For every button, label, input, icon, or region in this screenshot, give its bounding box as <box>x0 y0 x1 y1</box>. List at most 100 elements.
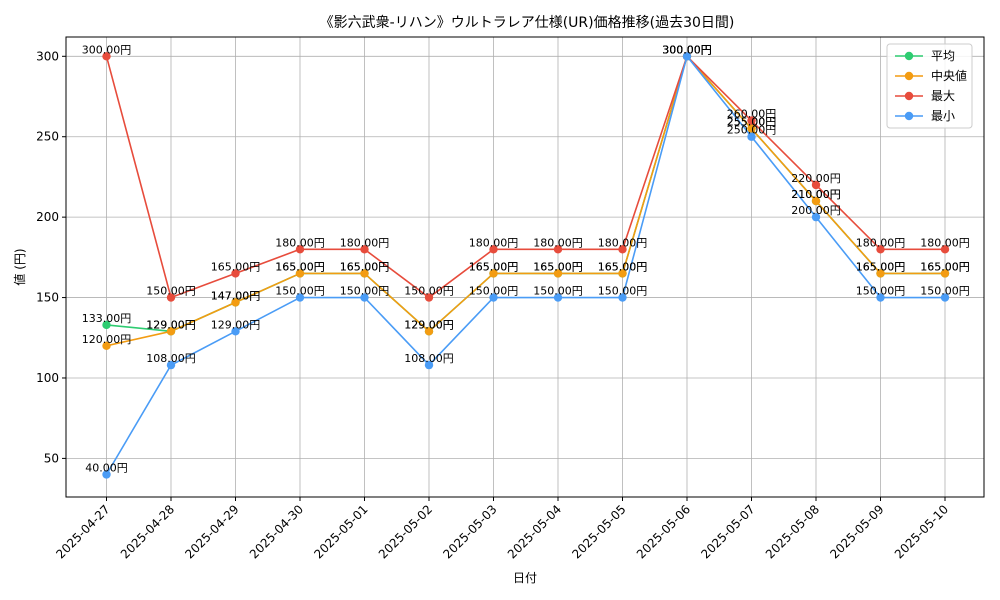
data-point <box>747 132 756 141</box>
data-point <box>553 245 563 254</box>
data-point <box>424 360 434 370</box>
data-label: 165.00円 <box>275 260 325 273</box>
data-label: 120.00円 <box>82 333 132 346</box>
data-point <box>618 245 627 254</box>
data-point <box>553 293 563 302</box>
legend-marker <box>904 71 914 81</box>
series-layer <box>102 52 950 479</box>
data-label: 129.00円 <box>404 318 454 331</box>
data-label: 129.00円 <box>146 318 196 331</box>
data-label: 150.00円 <box>533 285 583 298</box>
legend-marker <box>904 111 914 121</box>
data-label: 250.00円 <box>727 124 777 137</box>
data-point <box>747 116 756 125</box>
data-point <box>360 293 369 302</box>
data-point <box>360 245 369 254</box>
data-point <box>747 124 756 133</box>
data-label: 150.00円 <box>340 285 390 298</box>
data-point <box>811 212 821 222</box>
data-labels: 133.00円 129.00円 147.00円 165.00円 165.00円 129.0… <box>82 43 970 474</box>
data-label: 165.00円 <box>533 260 583 273</box>
data-point <box>940 293 950 302</box>
data-label: 165.00円 <box>920 260 970 273</box>
data-label: 300.00円 <box>662 43 712 56</box>
data-point <box>166 293 176 302</box>
series-line <box>105 55 945 475</box>
data-point <box>682 52 692 61</box>
data-label: 150.00円 <box>920 285 970 298</box>
legend-label: 平均 <box>931 49 955 63</box>
data-label: 165.00円 <box>598 260 648 273</box>
data-label: 150.00円 <box>598 285 648 298</box>
data-point <box>102 320 111 330</box>
data-point <box>940 245 950 254</box>
data-label: 180.00円 <box>469 236 519 249</box>
y-tick-label: 50 <box>44 451 59 465</box>
legend-label: 中央値 <box>931 68 967 83</box>
data-label: 129.00円 <box>211 318 261 331</box>
legend-box <box>886 43 973 129</box>
data-label: 150.00円 <box>404 285 454 298</box>
data-label: 147.00円 <box>211 289 261 302</box>
data-label: 220.00円 <box>791 172 841 185</box>
plot-frame <box>65 36 985 498</box>
data-point <box>811 196 821 206</box>
data-point <box>876 245 885 254</box>
data-label: 133.00円 <box>82 312 132 325</box>
data-point <box>166 360 176 370</box>
data-point <box>489 269 498 278</box>
y-tick-label: 250 <box>36 130 59 144</box>
data-label: 165.00円 <box>340 260 390 273</box>
legend-marker <box>904 51 914 61</box>
data-label: 108.00円 <box>404 352 454 365</box>
data-label: 180.00円 <box>275 236 325 249</box>
data-point <box>102 52 111 61</box>
data-point <box>231 327 240 336</box>
data-label: 165.00円 <box>340 260 390 273</box>
data-point <box>424 293 434 302</box>
y-tick-label: 200 <box>36 210 59 224</box>
data-point <box>295 269 305 278</box>
data-label: 260.00円 <box>727 108 777 121</box>
legend-label: 最小 <box>931 109 955 123</box>
y-axis-title: 値 (円) <box>12 248 27 285</box>
data-label: 129.00円 <box>404 318 454 331</box>
data-label: 147.00円 <box>211 289 261 302</box>
data-label: 210.00円 <box>791 188 841 201</box>
data-label: 180.00円 <box>598 236 648 249</box>
data-label: 255.00円 <box>727 116 777 129</box>
data-label: 165.00円 <box>469 260 519 273</box>
data-label: 150.00円 <box>275 285 325 298</box>
y-tick-label: 150 <box>36 291 59 305</box>
x-axis-title: 日付 <box>513 571 537 585</box>
data-label: 165.00円 <box>856 260 906 273</box>
data-point <box>876 269 885 278</box>
series-line <box>105 55 945 299</box>
data-point <box>102 470 111 479</box>
series-line <box>106 55 945 347</box>
data-point <box>876 293 885 302</box>
data-label: 165.00円 <box>598 260 648 273</box>
data-label: 300.00円 <box>662 43 712 56</box>
chart-title: 《影六武衆-リハン》ウルトラレア仕様(UR)価格推移(過去30日間) <box>320 15 735 31</box>
data-label: 40.00円 <box>85 461 128 474</box>
data-point <box>360 269 369 278</box>
data-label: 150.00円 <box>469 285 519 298</box>
data-label: 165.00円 <box>856 260 906 273</box>
data-label: 165.00円 <box>275 260 325 273</box>
data-point <box>102 341 111 351</box>
data-point <box>295 293 305 302</box>
data-point <box>424 327 434 336</box>
legend-marker <box>904 91 914 101</box>
data-label: 255.00円 <box>727 116 777 129</box>
data-point <box>231 269 240 278</box>
data-label: 180.00円 <box>533 236 583 249</box>
data-label: 165.00円 <box>533 260 583 273</box>
data-point <box>295 245 305 254</box>
data-point <box>166 327 176 336</box>
data-label: 165.00円 <box>211 260 261 273</box>
data-label: 210.00円 <box>791 188 841 201</box>
